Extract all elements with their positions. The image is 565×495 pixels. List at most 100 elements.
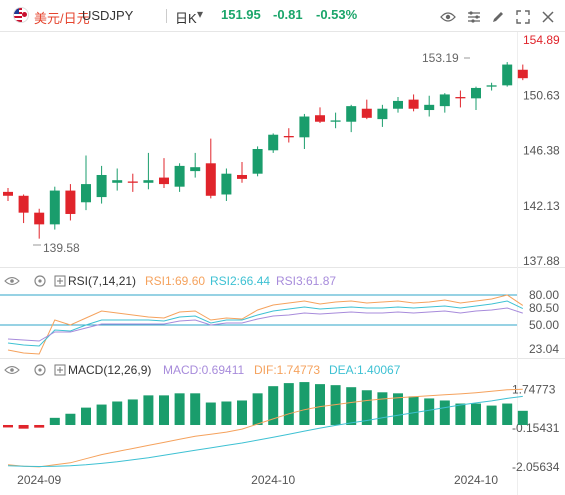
price-tick-label: 142.13 — [523, 199, 560, 213]
macd-histogram-bar — [361, 390, 372, 425]
macd-histogram-bar — [18, 424, 29, 429]
high-price-label: 153.19 — [422, 51, 459, 65]
macd-histogram-bar — [34, 424, 45, 428]
macd-histogram-bar — [96, 404, 107, 425]
price-tick-label: 146.38 — [523, 144, 560, 158]
chevron-down-icon[interactable]: ▾ — [197, 7, 204, 21]
macd-histogram-bar — [221, 401, 232, 425]
rsi-tick-label: 80.50 — [529, 301, 559, 315]
price-tick-label: 150.63 — [523, 88, 560, 102]
rsi-tick-label: 80.00 — [529, 288, 559, 302]
kline-chart[interactable]: 154.89 150.63 146.38 142.13 137.88 153.19 13… — [0, 32, 565, 495]
candle-body — [283, 136, 294, 138]
candle-body — [315, 115, 325, 122]
candle-body — [18, 195, 29, 213]
macd-histogram-bar — [502, 403, 513, 425]
time-axis: 2024-09 2024-10 2024-10 — [17, 473, 498, 487]
macd-histogram-bar — [486, 405, 497, 425]
candle-body — [471, 87, 481, 99]
candle-body — [96, 174, 107, 198]
time-axis-label: 2024-09 — [17, 473, 61, 487]
rsi-header: RSI(7,14,21) RSI1:69.60 RSI2:66.44 RSI3:… — [4, 274, 336, 288]
macd-histogram-bar — [377, 392, 388, 425]
macd-header: MACD(12,26,9) MACD:0.69411 DIF:1.74773 D… — [4, 363, 401, 377]
candle-body — [268, 134, 279, 151]
candle-body — [346, 106, 357, 122]
candle-body — [330, 120, 341, 122]
macd-histogram-bar — [299, 382, 310, 425]
pair-name[interactable]: 美元/日元 — [34, 11, 90, 26]
macd-histogram-bar — [205, 402, 216, 425]
draw-icon[interactable] — [489, 8, 507, 26]
low-price-label: 139.58 — [43, 241, 80, 255]
candle-body — [190, 167, 201, 172]
settings-icon[interactable] — [34, 364, 46, 376]
settings-icon[interactable] — [34, 275, 46, 287]
macd-tick-label: 1.74773 — [512, 382, 556, 396]
rsi-tick-label: 50.00 — [529, 318, 559, 332]
dif-line — [7, 388, 523, 468]
candle-body — [502, 64, 513, 86]
expand-icon[interactable] — [54, 275, 66, 287]
candle-body — [439, 94, 450, 107]
rsi-tick-label: 23.04 — [529, 342, 559, 356]
macd-histogram-bar — [315, 384, 325, 425]
rsi3-line — [7, 307, 523, 342]
period-selector[interactable]: 日K — [175, 11, 197, 26]
price-change: -0.81 — [273, 7, 303, 22]
price-change-percent: -0.53% — [316, 7, 358, 22]
rsi2-value: RSI2:66.44 — [210, 274, 270, 288]
candle-body — [252, 149, 263, 174]
dea-line — [7, 395, 523, 468]
candle-body — [205, 163, 216, 196]
candle-body — [393, 100, 403, 109]
eye-icon[interactable] — [4, 276, 20, 286]
candle-body — [3, 191, 13, 196]
rsi2-line — [7, 300, 524, 347]
chart-header: 美元/日元 USDJPY 日K ▾ 151.95 -0.81 -0.53% — [0, 0, 565, 32]
last-price: 151.95 — [221, 7, 261, 22]
eye-icon[interactable] — [4, 365, 20, 375]
macd-histogram-bar — [471, 403, 481, 425]
macd-indicator-name[interactable]: MACD(12,26,9) — [68, 363, 151, 377]
macd-histogram-bar — [393, 393, 403, 425]
macd-histogram-bar — [65, 413, 76, 425]
expand-icon[interactable] — [54, 364, 66, 376]
rsi-indicator-name[interactable]: RSI(7,14,21) — [68, 274, 136, 288]
macd-histogram-bar — [346, 387, 357, 425]
candle-body — [49, 190, 60, 225]
macd-histogram-bar — [408, 396, 419, 425]
macd-histogram-bar — [112, 401, 123, 425]
rsi1-value: RSI1:69.60 — [145, 274, 205, 288]
macd-panel: 1.74773-0.15431-2.05634 — [3, 382, 560, 474]
fullscreen-icon[interactable] — [514, 8, 532, 26]
candle-body — [408, 99, 419, 109]
candle-body — [299, 116, 310, 138]
candle-body — [81, 184, 91, 203]
us-jp-flag-icon — [13, 7, 29, 23]
macd-histogram-bar — [424, 398, 435, 425]
candle-body — [34, 212, 45, 225]
macd-histogram-bar — [81, 407, 91, 425]
macd-tick-label: -2.05634 — [512, 460, 560, 474]
macd-histogram-bar — [159, 395, 169, 425]
price-tick-label: 137.88 — [523, 254, 560, 268]
macd-histogram-bar — [283, 383, 294, 425]
dif-value: DIF:1.74773 — [254, 363, 320, 377]
eye-icon[interactable] — [439, 8, 457, 26]
macd-histogram-bar — [190, 393, 201, 425]
candle-body — [377, 108, 388, 120]
candle-body — [424, 104, 435, 111]
candle-body — [486, 85, 497, 87]
price-tick-label: 154.89 — [523, 33, 560, 47]
macd-histogram-bar — [439, 400, 450, 425]
dea-value: DEA:1.40067 — [329, 363, 401, 377]
candle-body — [159, 177, 169, 185]
candle-body — [237, 174, 247, 179]
candle-body — [174, 165, 185, 187]
sliders-icon[interactable] — [465, 8, 483, 26]
rsi3-value: RSI3:61.87 — [276, 274, 336, 288]
macd-value: MACD:0.69411 — [163, 363, 244, 377]
macd-histogram-bar — [268, 386, 279, 425]
close-icon[interactable] — [539, 8, 557, 26]
